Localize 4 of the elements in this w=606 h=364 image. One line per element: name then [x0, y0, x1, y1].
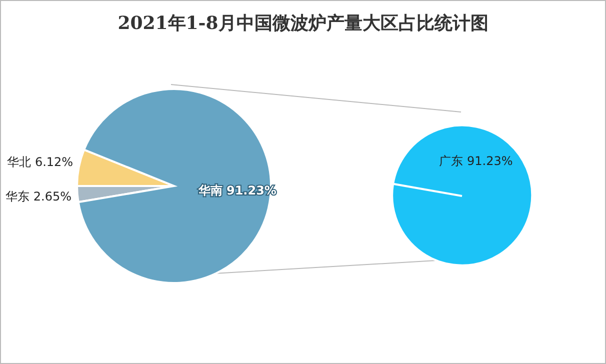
slice-label: 广东 91.23% [439, 154, 513, 168]
chart-title: 2021年1-8月中国微波炉产量大区占比统计图 [116, 12, 490, 35]
slice-label: 华东 2.65% [6, 190, 72, 204]
slice-label: 华北 6.12% [7, 154, 74, 169]
